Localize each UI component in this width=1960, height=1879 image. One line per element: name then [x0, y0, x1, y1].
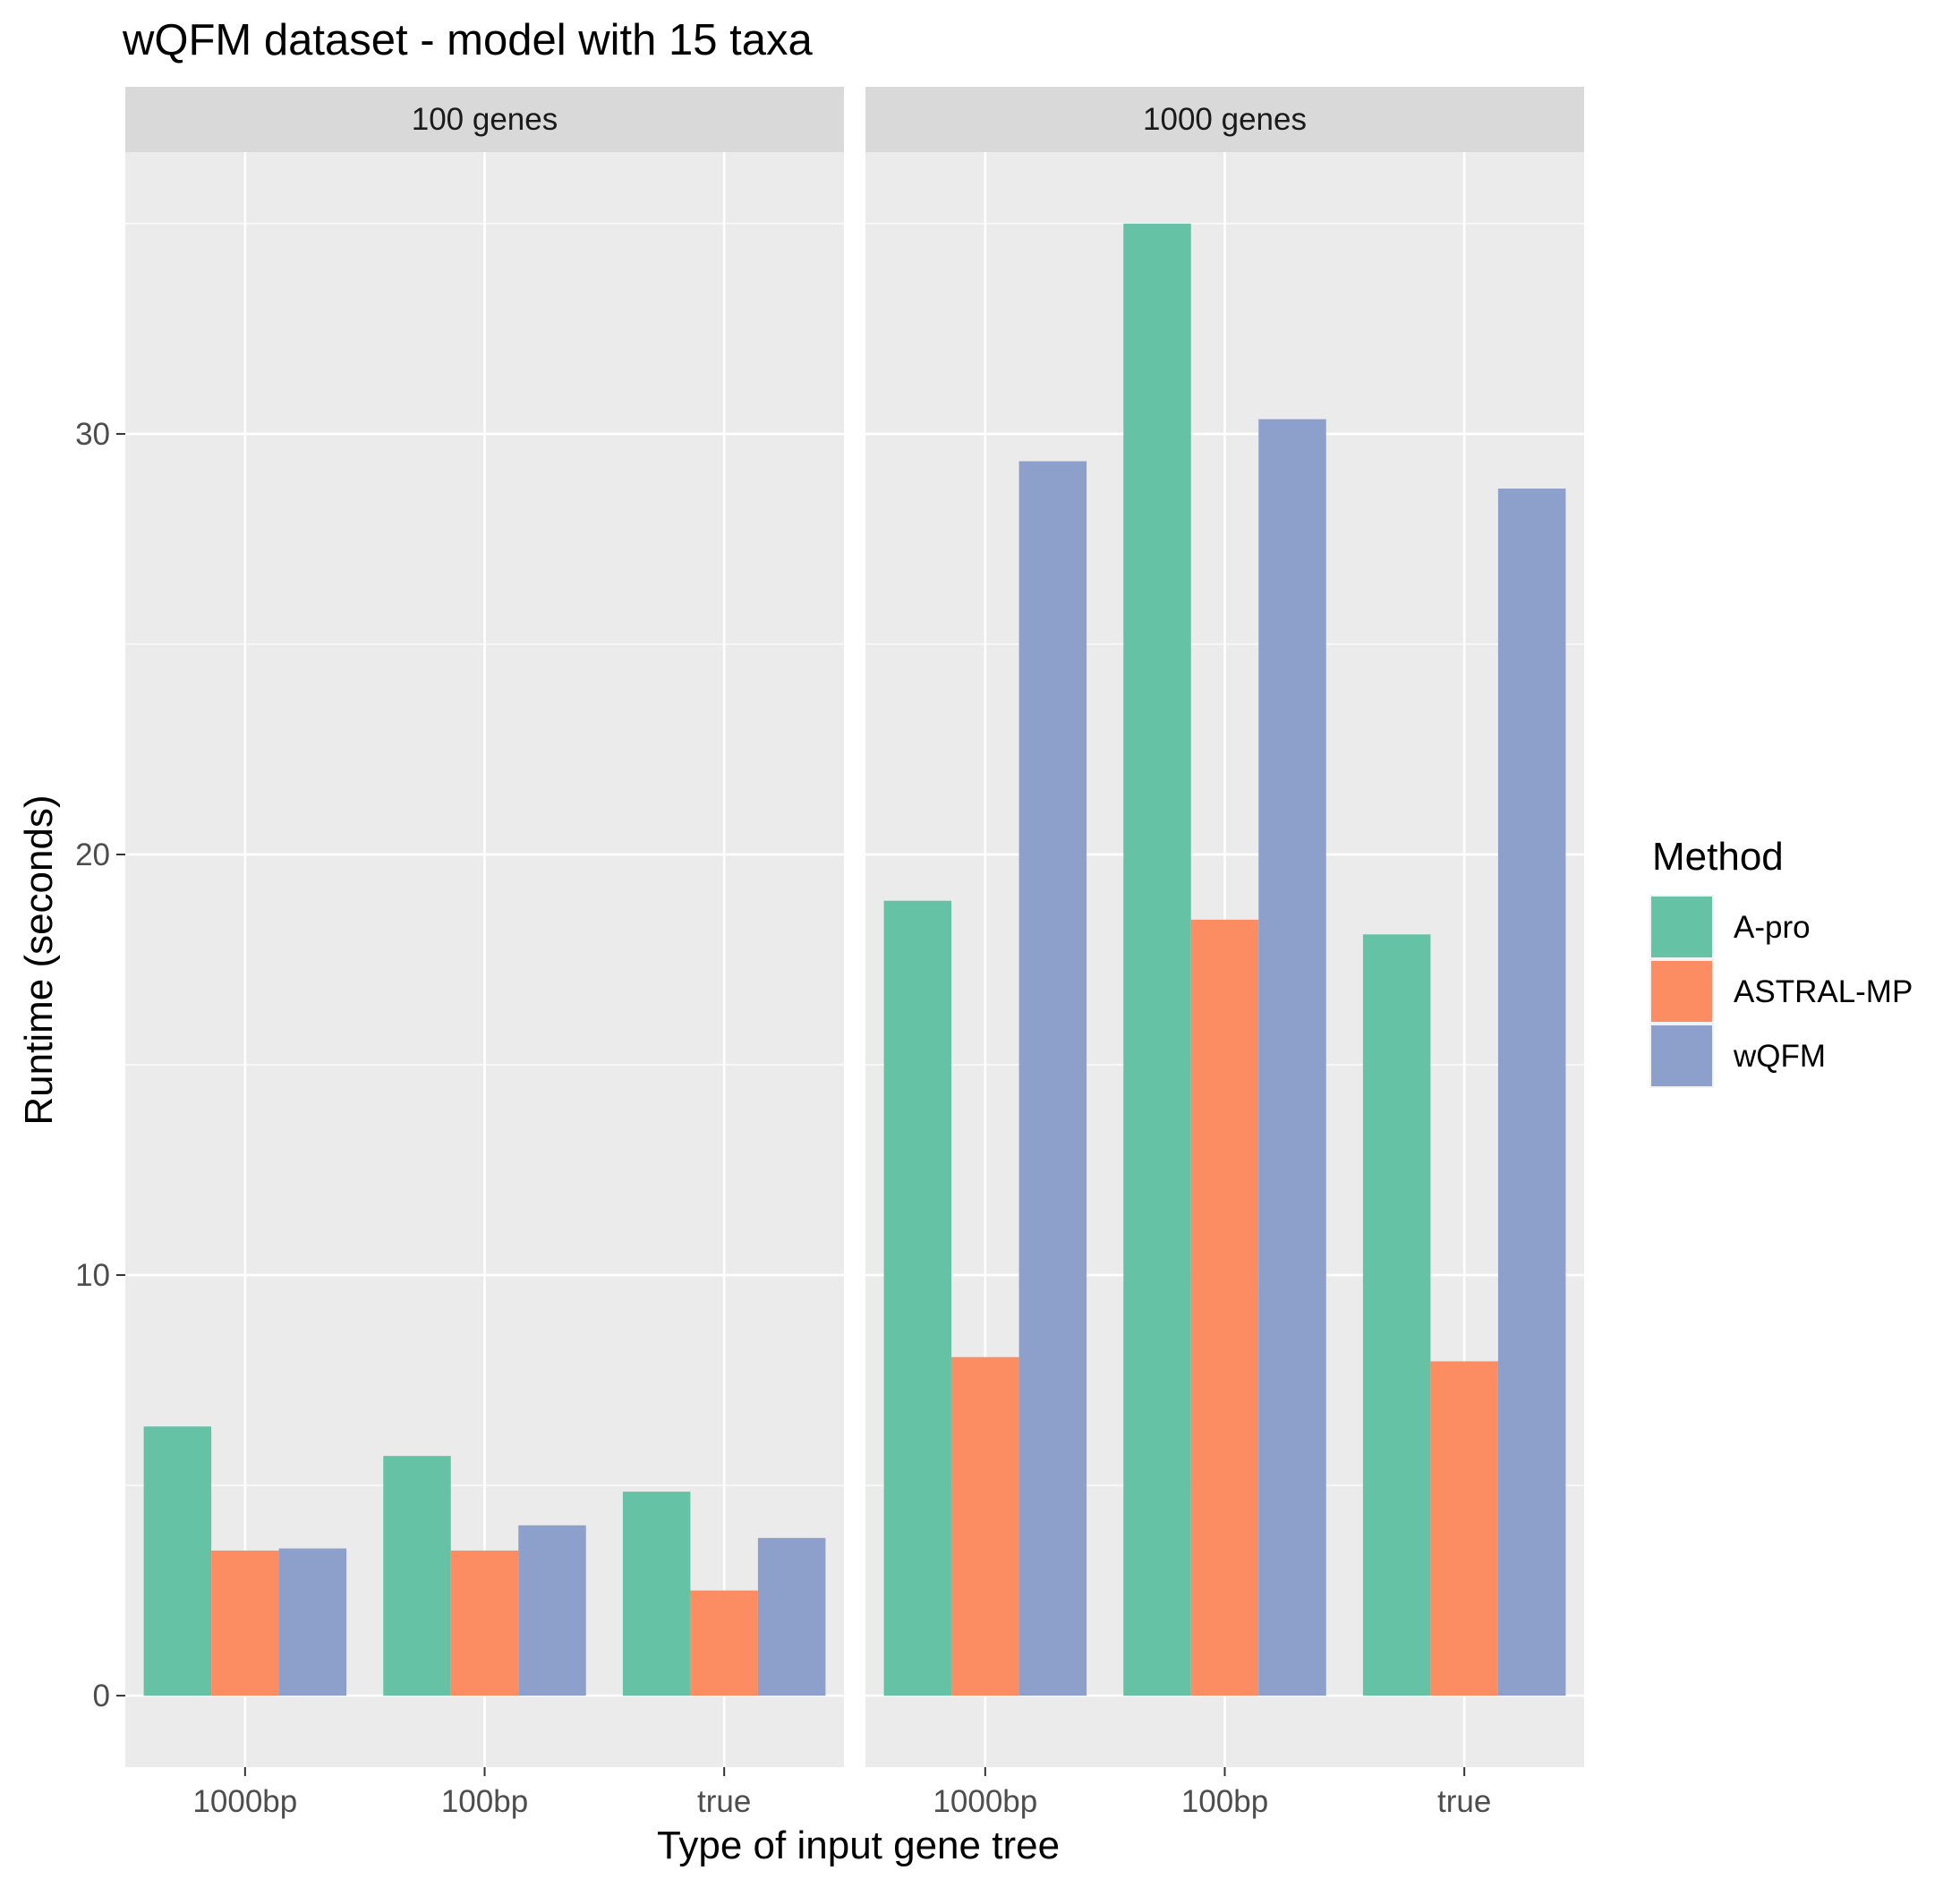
bar-wqfm — [1018, 461, 1087, 1696]
bar-astral-mp — [1430, 1361, 1498, 1696]
legend: Method A-pro ASTRAL-MP wQFM — [1649, 835, 1913, 1088]
bar-astral-mp — [450, 1550, 519, 1696]
x-axis-title: Type of input gene tree — [657, 1824, 1060, 1867]
facet-panel: 1000 genes 1000bp 100bp true — [865, 87, 1584, 1819]
y-tick-label: 0 — [93, 1679, 110, 1713]
x-tick-label: true — [1437, 1784, 1491, 1819]
legend-label: wQFM — [1733, 1039, 1826, 1074]
x-tick-label: 1000bp — [933, 1784, 1037, 1819]
bar-wqfm — [1258, 419, 1326, 1696]
y-tick-label: 30 — [75, 417, 110, 452]
x-tick-label: 1000bp — [192, 1784, 297, 1819]
x-tick-label: true — [697, 1784, 751, 1819]
legend-item: ASTRAL-MP — [1649, 959, 1913, 1024]
y-axis: 0 10 20 30 — [75, 417, 125, 1713]
y-tick-label: 10 — [75, 1258, 110, 1293]
y-axis-title: Runtime (seconds) — [17, 795, 61, 1125]
x-tick-label: 100bp — [1181, 1784, 1268, 1819]
legend-item: A-pro — [1649, 895, 1811, 959]
legend-label: A-pro — [1734, 910, 1811, 945]
facet-panels: 100 genes 1000bp 100bp true 1000 genes 1000bp… — [125, 87, 1584, 1819]
facet-strip — [125, 87, 844, 152]
facet-strip — [865, 87, 1584, 152]
bar-wqfm — [757, 1537, 826, 1696]
bar-a-pro — [383, 1456, 451, 1696]
bar-astral-mp — [1190, 919, 1259, 1696]
y-tick-label: 20 — [75, 837, 110, 872]
bar-wqfm — [1497, 489, 1566, 1696]
facet-panel: 100 genes 1000bp 100bp true — [125, 87, 844, 1819]
legend-key-swatch — [1651, 1025, 1712, 1086]
legend-key-swatch — [1651, 961, 1712, 1022]
x-tick-label: 100bp — [441, 1784, 528, 1819]
bar-astral-mp — [951, 1356, 1019, 1696]
bar-a-pro — [143, 1426, 212, 1696]
facet-strip-label: 100 genes — [412, 102, 558, 137]
bar-wqfm — [518, 1525, 586, 1696]
bar-astral-mp — [211, 1550, 279, 1696]
legend-title: Method — [1652, 835, 1784, 879]
legend-key-swatch — [1651, 897, 1712, 957]
bar-wqfm — [278, 1548, 347, 1696]
bar-a-pro — [1123, 223, 1191, 1696]
bar-a-pro — [883, 900, 952, 1696]
bar-astral-mp — [690, 1590, 758, 1696]
chart-title: wQFM dataset - model with 15 taxa — [122, 16, 813, 64]
legend-item: wQFM — [1649, 1024, 1826, 1088]
bar-a-pro — [1362, 934, 1431, 1696]
legend-label: ASTRAL-MP — [1734, 974, 1913, 1009]
bar-a-pro — [622, 1492, 691, 1696]
facet-strip-label: 1000 genes — [1143, 102, 1307, 137]
